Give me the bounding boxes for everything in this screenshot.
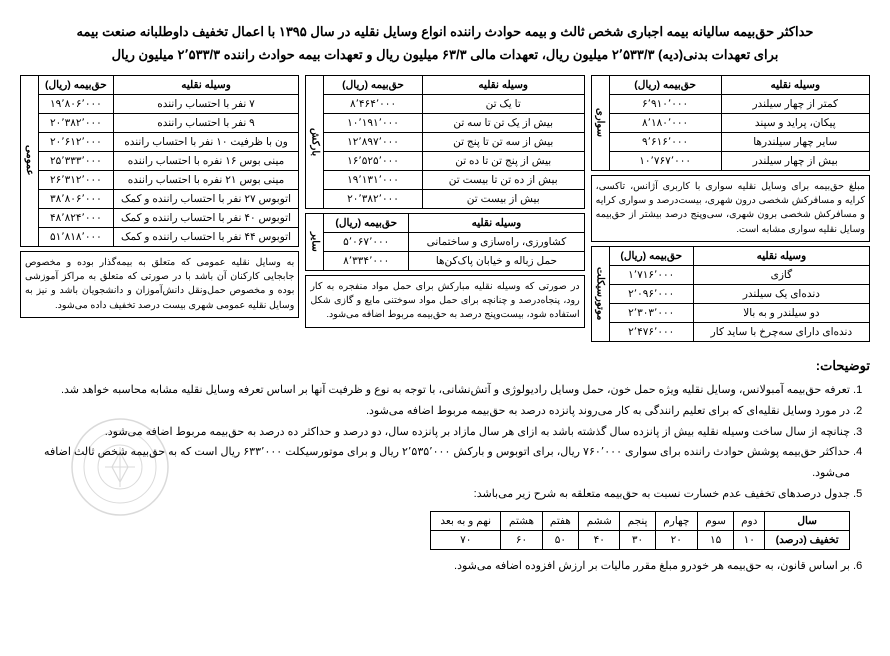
- th-premium: حق‌بیمه (ریال): [609, 246, 693, 265]
- table-row: بیش از پنج تن تا ده تن۱۶٬۵۲۵٬۰۰۰: [306, 151, 584, 170]
- table-row: سایر چهار سیلندرها۹٬۶۱۶٬۰۰۰: [591, 132, 869, 151]
- table-row: اتوبوس ۲۷ نفر با احتساب راننده و کمک۳۸٬۸…: [21, 189, 299, 208]
- disc-head-pct: تخفیف (درصد): [765, 531, 850, 550]
- col-sedan-moto: وسیله نقلیهحق‌بیمه (ریال)سواری کمتر از چ…: [591, 75, 870, 346]
- load-note: در صورتی که وسیله نقلیه مبارکش برای حمل …: [305, 275, 584, 328]
- table-row: ۹ نفر با احتساب راننده۲۰٬۳۸۲٬۰۰۰: [21, 113, 299, 132]
- header-line-1: حداکثر حق‌بیمه سالیانه بیمه اجباری شخص ث…: [20, 20, 870, 43]
- cat-other: سایر: [306, 213, 324, 270]
- table-row: دنده‌ای یک سیلندر۲٬۰۹۶٬۰۰۰: [591, 284, 869, 303]
- table-row: کشاورزی، راه‌سازی و ساختمانی۵٬۰۶۷٬۰۰۰: [306, 232, 584, 251]
- table-row: کمتر از چهار سیلندر۶٬۹۱۰٬۰۰۰: [591, 94, 869, 113]
- table-row: بیش از بیست تن۲۰٬۳۸۲٬۰۰۰: [306, 189, 584, 208]
- table-row: پیکان، پراید و سپند۸٬۱۸۰٬۰۰۰: [591, 113, 869, 132]
- table-row: گازی۱٬۷۱۶٬۰۰۰: [591, 265, 869, 284]
- table-row: اتوبوس ۴۴ نفر با احتساب راننده و کمک۵۱٬۸…: [21, 227, 299, 246]
- table-row: بیش از یک تن تا سه تن۱۰٬۱۹۱٬۰۰۰: [306, 113, 584, 132]
- th-vehicle: وسیله نقلیه: [693, 246, 869, 265]
- table-public: وسیله نقلیهحق‌بیمه (ریال)عمومی ۷ نفر با …: [20, 75, 299, 247]
- public-note: به وسایل نقلیه عمومی که متعلق به بیمه‌گذ…: [20, 251, 299, 318]
- page-title: حداکثر حق‌بیمه سالیانه بیمه اجباری شخص ث…: [20, 20, 870, 67]
- th-premium: حق‌بیمه (ریال): [324, 75, 422, 94]
- th-premium: حق‌بیمه (ریال): [324, 213, 409, 232]
- table-row: حمل زباله و خیابان پاک‌کن‌ها۸٬۳۳۴٬۰۰۰: [306, 251, 584, 270]
- sedan-note: مبلغ حق‌بیمه برای وسایل نقلیه سواری با ک…: [591, 175, 870, 242]
- col-load-other: وسیله نقلیهحق‌بیمه (ریال)بارکش تا یک تن۸…: [305, 75, 584, 328]
- cat-public: عمومی: [21, 75, 39, 246]
- th-vehicle: وسیله نقلیه: [422, 75, 584, 94]
- table-row: تا یک تن۸٬۴۶۴٬۰۰۰: [306, 94, 584, 113]
- explanations-title: توضیحات:: [20, 358, 870, 374]
- cat-moto: موتورسیکلت: [591, 246, 609, 341]
- th-vehicle: وسیله نقلیه: [409, 213, 585, 232]
- disc-head-year: سال: [765, 512, 850, 531]
- th-premium: حق‌بیمه (ریال): [39, 75, 114, 94]
- official-seal-icon: [70, 417, 170, 517]
- table-row: بیش از ده تن تا بیست تن۱۹٬۱۳۱٬۰۰۰: [306, 170, 584, 189]
- th-vehicle: وسیله نقلیه: [113, 75, 299, 94]
- table-row: بیش از چهار سیلندر۱۰٬۷۶۷٬۰۰۰: [591, 151, 869, 170]
- cat-load: بارکش: [306, 75, 324, 208]
- th-premium: حق‌بیمه (ریال): [609, 75, 721, 94]
- table-row: مینی بوس ۱۶ نفره با احتساب راننده۲۵٬۳۳۳٬…: [21, 151, 299, 170]
- header-line-2: برای تعهدات بدنی(دیه) ۲٬۵۳۳/۳ میلیون ریا…: [20, 43, 870, 66]
- table-row: بیش از سه تن تا پنج تن۱۲٬۸۹۷٬۰۰۰: [306, 132, 584, 151]
- table-row: مینی بوس ۲۱ نفره با احتساب راننده۲۶٬۳۱۲٬…: [21, 170, 299, 189]
- table-row: دنده‌ای دارای سه‌چرخ با ساید کار۲٬۴۷۶٬۰۰…: [591, 322, 869, 341]
- table-row: ون با ظرفیت ۱۰ نفر با احتساب راننده۲۰٬۶۱…: [21, 132, 299, 151]
- table-row: ۷ نفر با احتساب راننده۱۹٬۸۰۶٬۰۰۰: [21, 94, 299, 113]
- col-public: وسیله نقلیهحق‌بیمه (ریال)عمومی ۷ نفر با …: [20, 75, 299, 318]
- expl-item: تعرفه حق‌بیمه آمبولانس، وسایل نقلیه ویژه…: [20, 380, 850, 401]
- table-moto: وسیله نقلیهحق‌بیمه (ریال)موتورسیکلت گازی…: [591, 246, 870, 342]
- table-other: وسیله نقلیهحق‌بیمه (ریال)سایر کشاورزی، ر…: [305, 213, 584, 271]
- table-sedan: وسیله نقلیهحق‌بیمه (ریال)سواری کمتر از چ…: [591, 75, 870, 171]
- table-discount: سال دوم سوم چهارم پنجم ششم هفتم هشتم نهم…: [430, 511, 850, 550]
- table-row: دو سیلندر و به بالا۲٬۳۰۳٬۰۰۰: [591, 303, 869, 322]
- th-vehicle: وسیله نقلیه: [721, 75, 869, 94]
- table-row: اتوبوس ۴۰ نفر با احتساب راننده و کمک۴۸٬۸…: [21, 208, 299, 227]
- table-load: وسیله نقلیهحق‌بیمه (ریال)بارکش تا یک تن۸…: [305, 75, 584, 209]
- cat-sedan: سواری: [591, 75, 609, 170]
- expl-item: بر اساس قانون، به حق‌بیمه هر خودرو مبلغ …: [20, 556, 850, 577]
